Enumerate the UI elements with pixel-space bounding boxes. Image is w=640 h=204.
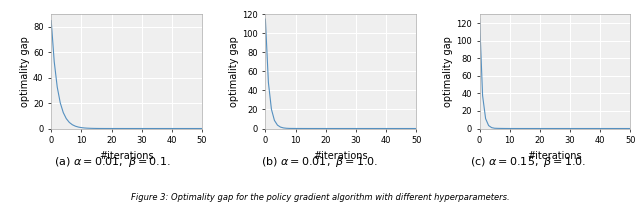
Text: (b) $\alpha = 0.01,\ \beta = 1.0$.: (b) $\alpha = 0.01,\ \beta = 1.0$.	[261, 155, 379, 169]
Y-axis label: optimality gap: optimality gap	[444, 36, 453, 107]
Y-axis label: optimality gap: optimality gap	[229, 36, 239, 107]
X-axis label: #iterations: #iterations	[527, 151, 582, 161]
X-axis label: #iterations: #iterations	[314, 151, 368, 161]
Text: (c) $\alpha = 0.15,\ \beta = 1.0$.: (c) $\alpha = 0.15,\ \beta = 1.0$.	[470, 155, 586, 169]
Text: Figure 3: Optimality gap for the policy gradient algorithm with different hyperp: Figure 3: Optimality gap for the policy …	[131, 193, 509, 202]
Text: (a) $\alpha = 0.01,\ \beta = 0.1$.: (a) $\alpha = 0.01,\ \beta = 0.1$.	[54, 155, 170, 169]
X-axis label: #iterations: #iterations	[99, 151, 154, 161]
Y-axis label: optimality gap: optimality gap	[20, 36, 30, 107]
